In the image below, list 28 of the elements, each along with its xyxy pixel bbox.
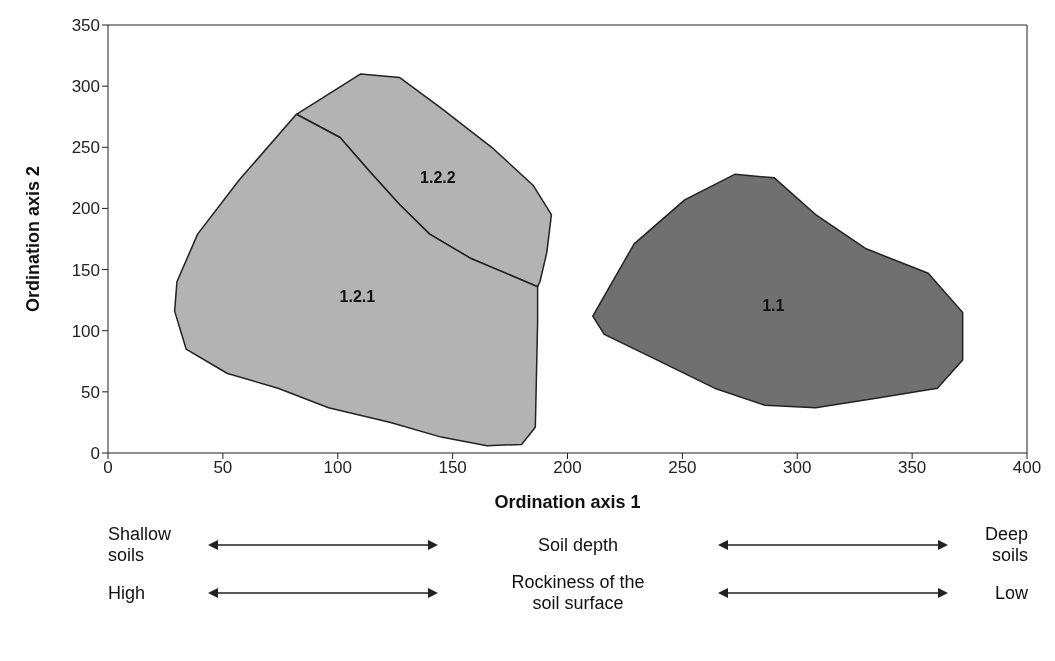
x-tick-label: 300 (783, 458, 812, 478)
y-tick-label: 0 (90, 444, 100, 464)
y-tick-label: 350 (71, 16, 100, 36)
series-label: 1.2.2 (420, 169, 456, 187)
text: Soil depth (536, 534, 620, 556)
y-tick-label: 100 (71, 321, 100, 341)
y-tick-label: 200 (71, 199, 100, 219)
y-tick-label: 300 (71, 77, 100, 97)
text: Low (993, 582, 1028, 604)
y-axis-title: Ordination axis 2 (23, 165, 44, 313)
y-tick-label: 150 (71, 260, 100, 280)
x-tick-label: 250 (668, 458, 697, 478)
y-tick-label: 250 (71, 138, 100, 158)
x-tick-label: 150 (438, 458, 467, 478)
x-tick-label: 350 (897, 458, 927, 478)
text: Deep soils (983, 524, 1028, 566)
text: Shallow soils (108, 524, 173, 566)
series-label: 1.1 (762, 296, 785, 314)
x-tick-label: 50 (213, 458, 233, 478)
text: High (108, 582, 147, 604)
x-tick-label: 400 (1012, 458, 1042, 478)
y-tick-label: 50 (81, 382, 100, 402)
x-tick-label: 100 (323, 458, 352, 478)
x-tick-label: 0 (103, 458, 113, 478)
series-label: 1.2.1 (339, 287, 376, 305)
x-axis-title: Ordination axis 1 (494, 492, 641, 512)
text: Rockiness of the soil surface (510, 572, 646, 614)
x-tick-label: 200 (553, 458, 582, 478)
